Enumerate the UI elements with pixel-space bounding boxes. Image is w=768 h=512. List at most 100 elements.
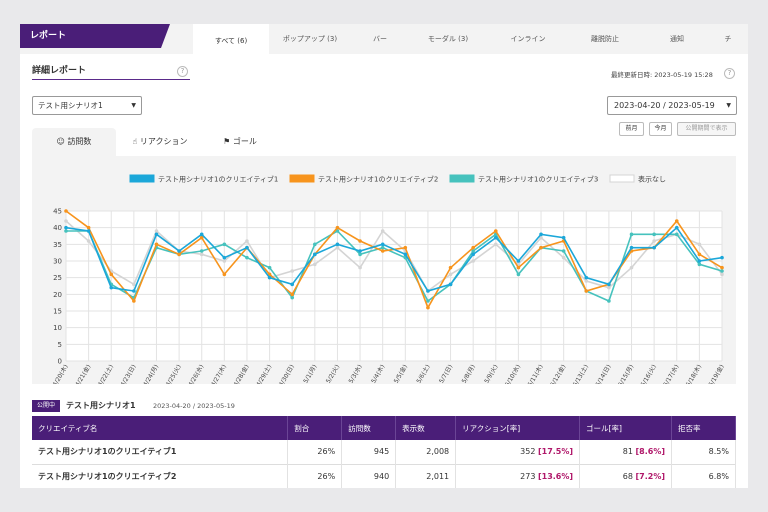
- data-point: [177, 249, 181, 253]
- reactions-value: 273: [520, 471, 536, 481]
- data-point: [426, 299, 430, 303]
- tab-notification[interactable]: 通知: [670, 35, 684, 43]
- data-point: [652, 245, 656, 250]
- data-point: [86, 229, 91, 233]
- data-point: [267, 275, 272, 280]
- data-point: [222, 242, 227, 247]
- data-point: [335, 225, 340, 230]
- data-point: [335, 245, 340, 250]
- x-tick-label: 5/1(月): [302, 364, 318, 385]
- tab-inline[interactable]: インライン: [510, 35, 546, 43]
- pointer-icon: ☝: [132, 137, 138, 146]
- report-page: レポート すべて (6) ポップアップ (3) バー モーダル (3) インライ…: [20, 24, 748, 488]
- data-point: [471, 259, 475, 263]
- col-views: 表示数: [395, 416, 457, 440]
- data-point: [313, 252, 317, 257]
- data-point: [403, 245, 408, 250]
- data-point: [290, 282, 295, 287]
- help-icon[interactable]: ?: [177, 66, 188, 77]
- x-tick-label: 4/24(月): [142, 364, 160, 385]
- prev-month-button[interactable]: 前月: [619, 122, 644, 136]
- reactions-cell: 273 [13.6%]: [455, 464, 581, 488]
- x-tick-label: 4/26(水): [186, 363, 205, 384]
- data-point: [358, 252, 362, 257]
- tab-popup[interactable]: ポップアップ (3): [282, 35, 338, 43]
- legend-swatch: [129, 174, 155, 183]
- x-tick-label: 5/10(水): [503, 363, 522, 384]
- ratio-cell: 26%: [287, 440, 343, 464]
- data-point: [697, 242, 702, 247]
- x-tick-label: 5/3(水): [347, 363, 364, 384]
- data-point: [199, 252, 204, 257]
- data-point: [720, 269, 724, 273]
- goal-rate: [8.6%]: [635, 447, 665, 457]
- scenario-select[interactable]: テスト用シナリオ1 ▼: [32, 96, 142, 115]
- data-point: [561, 249, 566, 253]
- date-range-select[interactable]: 2023-04-20 / 2023-05-19 ▼: [607, 96, 737, 115]
- this-month-button[interactable]: 今月: [649, 122, 672, 136]
- tab-visits-label: 訪問数: [67, 137, 92, 146]
- data-point: [64, 229, 68, 233]
- tab-all[interactable]: すべて (6): [193, 24, 269, 54]
- goals-cell: 68 [7.2%]: [579, 464, 672, 488]
- tab-more[interactable]: チ: [724, 35, 732, 43]
- table-row: テスト用シナリオ1のクリエイティブ2 26% 940 2,011 273 [13…: [32, 464, 737, 488]
- reaction-rate: [13.6%]: [537, 471, 574, 481]
- data-point: [426, 305, 430, 310]
- data-point: [132, 299, 136, 303]
- data-point: [674, 232, 679, 237]
- flag-icon: ⚑: [223, 137, 231, 146]
- data-point: [64, 219, 68, 223]
- y-tick-label: 0: [58, 358, 62, 366]
- data-point: [403, 252, 408, 257]
- x-tick-label: 5/8(月): [461, 364, 477, 385]
- data-point: [448, 282, 453, 287]
- tab-modal[interactable]: モーダル (3): [427, 35, 469, 43]
- data-point: [607, 282, 611, 287]
- scenario-select-value: テスト用シナリオ1: [38, 101, 103, 110]
- data-point: [199, 235, 204, 240]
- y-tick-label: 10: [53, 324, 62, 332]
- creative-name: テスト用シナリオ1のクリエイティブ1: [32, 440, 289, 464]
- tab-bar[interactable]: バー: [373, 35, 387, 43]
- help-icon-updated[interactable]: ?: [724, 68, 735, 79]
- tab-visits[interactable]: ☺ 訪問数: [32, 128, 116, 156]
- table-row: テスト用シナリオ1のクリエイティブ1 26% 945 2,008 352 [17…: [32, 440, 737, 464]
- x-tick-label: 5/6(土): [415, 363, 432, 384]
- x-tick-label: 5/11(木): [526, 363, 545, 384]
- data-point: [313, 242, 317, 247]
- data-point: [245, 255, 249, 260]
- data-point: [86, 239, 91, 243]
- data-point: [64, 209, 68, 213]
- goals-value: 81: [622, 447, 633, 457]
- data-point: [629, 265, 634, 270]
- y-tick-label: 20: [53, 291, 62, 299]
- x-tick-label: 4/29(土): [254, 363, 273, 384]
- publish-period-button[interactable]: 公開期間で表示: [677, 122, 736, 136]
- title-underline: [32, 79, 190, 80]
- tab-goal[interactable]: ⚑ ゴール: [204, 128, 276, 156]
- x-tick-label: 5/5(金): [392, 363, 409, 384]
- ratio-cell: 26%: [287, 464, 343, 488]
- tab-reactions[interactable]: ☝ リアクション: [118, 128, 202, 156]
- data-point: [539, 245, 543, 250]
- data-point: [109, 285, 114, 290]
- x-tick-label: 5/18(木): [684, 363, 703, 384]
- top-bar: レポート すべて (6) ポップアップ (3) バー モーダル (3) インライ…: [20, 24, 748, 54]
- data-point: [697, 252, 702, 257]
- chevron-down-icon: ▼: [726, 102, 731, 109]
- col-visits: 訪問数: [341, 416, 397, 440]
- x-tick-label: 4/25(火): [165, 364, 183, 385]
- data-point: [561, 255, 566, 260]
- data-point: [380, 242, 385, 247]
- data-point: [154, 242, 159, 247]
- status-badge: 公開中: [32, 400, 60, 412]
- data-point: [380, 249, 385, 253]
- series-line: [65, 226, 723, 292]
- tab-exit-prevention[interactable]: 離脱防止: [591, 35, 619, 43]
- visits-cell: 940: [341, 464, 397, 488]
- data-point: [290, 295, 295, 300]
- x-tick-label: 5/19(金): [707, 363, 726, 384]
- tab-goal-label: ゴール: [232, 137, 257, 146]
